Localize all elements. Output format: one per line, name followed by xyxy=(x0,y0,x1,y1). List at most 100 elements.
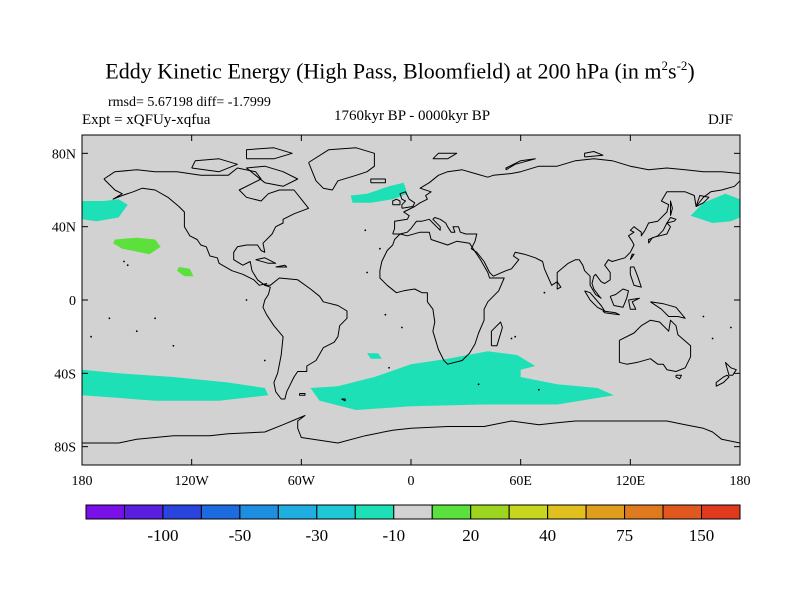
island-dot xyxy=(702,315,705,318)
island-dot xyxy=(126,264,129,267)
colorbar-label: -30 xyxy=(305,526,328,545)
experiment-label: Expt = xQFUy-xqfua xyxy=(82,112,211,128)
colorbar-box xyxy=(585,504,626,520)
coastline-cuba xyxy=(255,257,277,264)
y-tick-label: 40N xyxy=(52,221,76,236)
coastline-java xyxy=(602,310,620,316)
coastline-eurasia-east xyxy=(392,180,740,299)
coastline-hispaniola xyxy=(275,264,288,268)
colorbar-box xyxy=(701,504,741,520)
island-dot xyxy=(108,317,111,320)
coastline-new-zealand xyxy=(724,361,737,376)
stats-line: rmsd= 5.67198 diff= -1.7999 xyxy=(108,95,271,110)
coastline-borneo xyxy=(609,288,629,308)
region-north-atlantic xyxy=(350,182,408,203)
colorbar-box xyxy=(624,504,664,520)
island-dot xyxy=(366,271,368,274)
colorbar-label: 75 xyxy=(616,526,633,545)
coastline-uk xyxy=(399,191,416,209)
coastline-philippines xyxy=(629,266,642,288)
x-tick-label: 0 xyxy=(408,474,415,489)
coastline-new-guinea xyxy=(650,301,686,319)
island-dot xyxy=(245,299,248,301)
coastline-north-america xyxy=(103,167,310,286)
coastlines xyxy=(82,147,740,444)
coastline-ireland xyxy=(392,198,401,206)
coastline-canadian-arctic xyxy=(191,158,238,173)
colorbar-box xyxy=(508,504,549,520)
y-tick-label: 40S xyxy=(54,367,76,382)
x-tick-label: 120E xyxy=(616,474,646,489)
coastline-sri-lanka xyxy=(556,281,562,290)
island-dot xyxy=(514,335,517,338)
colorbar-label: -50 xyxy=(229,526,252,545)
coastline-taiwan xyxy=(629,253,635,260)
colorbar-label: -100 xyxy=(147,526,178,545)
coastline-hokkaido xyxy=(666,217,677,224)
colorbar-label: 40 xyxy=(539,526,556,545)
colorbar-label: 150 xyxy=(689,526,715,545)
region-south-atlantic-small xyxy=(367,353,382,359)
coastline-sulawesi xyxy=(628,297,640,310)
coastline-antarctica xyxy=(82,415,740,444)
y-tick-label: 0 xyxy=(69,294,76,309)
coastline-madagascar xyxy=(490,321,503,347)
island-dot xyxy=(364,229,367,232)
island-dot xyxy=(543,291,546,294)
coastline-eurasia xyxy=(392,158,740,235)
island-dot xyxy=(538,388,540,391)
colorbar-label: -10 xyxy=(382,526,405,545)
coastline-africa xyxy=(379,231,505,365)
colorbar-box xyxy=(162,504,202,520)
colorbar-box xyxy=(354,504,395,520)
colorbar-box xyxy=(316,504,356,520)
coastline-greenland xyxy=(308,147,375,191)
coastline-svalbard xyxy=(432,152,458,160)
x-tick-label: 180 xyxy=(730,474,751,489)
region-mexico-positive xyxy=(177,267,194,277)
coastline-tasmania xyxy=(675,374,682,380)
colorbar-box xyxy=(239,504,279,520)
region-southern-ocean-east xyxy=(310,351,614,410)
island-dot xyxy=(123,260,125,263)
y-tick-label: 80S xyxy=(54,441,76,456)
island-dot xyxy=(711,337,714,340)
coastline-novaya-zemlya xyxy=(505,158,536,171)
island-dot xyxy=(172,344,175,347)
coastline-new-zealand-south xyxy=(715,374,730,387)
colorbar-box xyxy=(547,504,587,520)
region-north-pacific-west xyxy=(82,199,128,222)
coastline-south-georgia xyxy=(341,398,346,402)
island-dot xyxy=(135,330,138,333)
coastline-iceland xyxy=(370,178,386,184)
colorbar-box xyxy=(662,504,703,520)
island-dot xyxy=(730,326,732,329)
coastline-falklands xyxy=(299,393,306,396)
region-north-pacific-east xyxy=(690,193,740,223)
period-label: 1760kyr BP - 0000kyr BP xyxy=(333,108,491,124)
chart-title: Eddy Kinetic Energy (High Pass, Bloomfie… xyxy=(105,58,695,84)
coastline-south-america xyxy=(262,277,348,400)
data-regions xyxy=(82,182,740,410)
colorbar-box xyxy=(123,504,164,520)
x-tick-label: 60E xyxy=(509,474,532,489)
map-background xyxy=(82,135,740,465)
colorbar-box xyxy=(431,504,472,520)
colorbar: -100 -50 -30 -10 20 40 75 150 xyxy=(85,504,741,545)
colorbar-box xyxy=(200,504,241,520)
colorbar-box xyxy=(393,504,433,520)
island-dot xyxy=(510,337,513,340)
colorbar-box xyxy=(470,504,510,520)
region-north-pacific-positive xyxy=(113,237,161,255)
x-tick-label: 120W xyxy=(175,474,210,489)
axis-ticks: 180 120W 60W 0 60E 120E 180 80N 40N 0 40S 80S xyxy=(52,135,751,489)
coastline-severnaya xyxy=(584,151,604,158)
x-tick-label: 180 xyxy=(72,474,93,489)
colorbar-label: 20 xyxy=(462,526,479,545)
coastline-kamchatka-tip xyxy=(695,195,710,207)
island-dot xyxy=(154,317,157,320)
coastline-ellesmere xyxy=(246,147,293,160)
coastline-australia xyxy=(618,319,692,372)
island-dot xyxy=(90,335,92,338)
